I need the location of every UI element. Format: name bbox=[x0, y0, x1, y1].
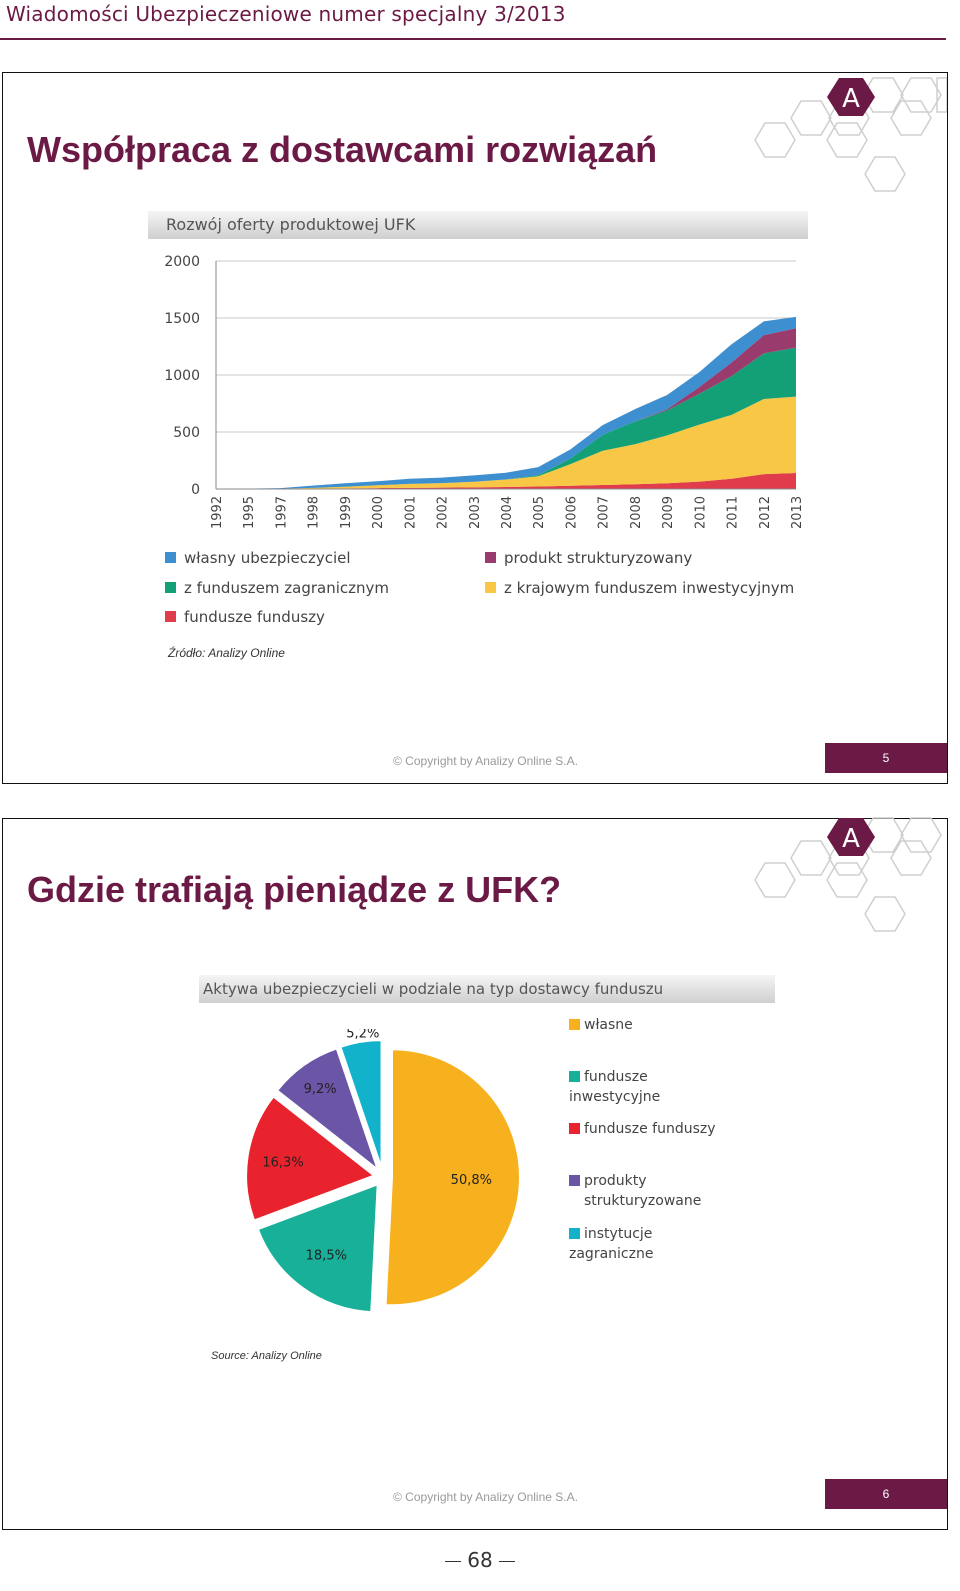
chart-source: Source: Analizy Online bbox=[211, 1350, 322, 1362]
pie-slice bbox=[384, 1048, 521, 1307]
legend-label: z krajowym funduszem inwestycyjnym bbox=[504, 579, 795, 597]
x-tick-label: 2012 bbox=[758, 496, 773, 529]
legend-swatch bbox=[569, 1018, 580, 1030]
logo-hexagons: A bbox=[754, 77, 947, 192]
pie-slice bbox=[245, 1095, 377, 1222]
x-tick-label: 2004 bbox=[500, 496, 515, 529]
page-header: Wiadomości Ubezpieczeniowe numer specjal… bbox=[0, 0, 946, 40]
legend-item: produkty strukturyzowane bbox=[569, 1171, 739, 1211]
x-tick-label: 2003 bbox=[468, 496, 483, 529]
legend-swatch bbox=[569, 1122, 580, 1134]
legend-swatch bbox=[485, 582, 496, 593]
pie-slice bbox=[275, 1047, 380, 1173]
pie-data-label: 18,5% bbox=[306, 1249, 347, 1264]
legend-label: produkt strukturyzowany bbox=[504, 549, 693, 567]
legend-swatch bbox=[165, 582, 176, 593]
copyright-text: © Copyright by Analizy Online S.A. bbox=[393, 1490, 578, 1504]
area-series-1 bbox=[216, 396, 796, 489]
legend-label: fundusze funduszy bbox=[184, 608, 325, 626]
legend-label: z funduszem zagranicznym bbox=[184, 579, 389, 597]
legend-label: produkty strukturyzowane bbox=[584, 1173, 702, 1209]
legend-item: własne bbox=[569, 1015, 739, 1035]
legend-item: fundusze funduszy bbox=[165, 608, 325, 626]
legend-swatch bbox=[569, 1227, 580, 1239]
y-tick-label: 1000 bbox=[164, 368, 200, 384]
area-series-0 bbox=[216, 473, 796, 489]
x-tick-label: 2009 bbox=[661, 496, 676, 529]
legend-item: fundusze inwestycyjne bbox=[569, 1067, 739, 1107]
legend-label: fundusze funduszy bbox=[584, 1121, 716, 1137]
legend-label: własne bbox=[584, 1017, 633, 1033]
area-chart: 0 500 1000 1500 2000 1992 1995 1997 1998 1999 2000… bbox=[164, 254, 805, 529]
x-tick-label: 1992 bbox=[210, 496, 225, 529]
pie-chart: 50,8% 18,5% 16,3% 9,2% 5,2% bbox=[245, 1029, 521, 1314]
x-tick-label: 2008 bbox=[629, 496, 644, 529]
pie-data-label: 50,8% bbox=[451, 1173, 492, 1188]
logo-hexagons: A bbox=[754, 817, 942, 932]
x-tick-label: 2000 bbox=[371, 496, 386, 529]
pie-slice bbox=[339, 1039, 383, 1169]
legend-swatch bbox=[569, 1174, 580, 1186]
x-tick-label: 2011 bbox=[726, 496, 741, 529]
logo-letter: A bbox=[842, 824, 860, 854]
x-tick-label: 2001 bbox=[403, 496, 418, 529]
logo-mark bbox=[827, 818, 875, 856]
copyright-text: © Copyright by Analizy Online S.A. bbox=[393, 754, 578, 768]
y-tick-label: 0 bbox=[191, 482, 200, 498]
y-tick-label: 500 bbox=[173, 425, 200, 441]
area-series-2 bbox=[216, 347, 796, 489]
legend-item: instytucje zagraniczne bbox=[569, 1224, 739, 1264]
publication-title: Wiadomości Ubezpieczeniowe numer specjal… bbox=[6, 2, 566, 26]
legend-item: z funduszem zagranicznym bbox=[165, 579, 389, 597]
legend-item: z krajowym funduszem inwestycyjnym bbox=[485, 579, 794, 597]
logo-letter: A bbox=[842, 84, 860, 114]
legend-swatch bbox=[165, 552, 176, 563]
page-number: 68 bbox=[0, 1548, 960, 1572]
x-tick-label: 2010 bbox=[693, 496, 708, 529]
x-tick-label: 2005 bbox=[532, 496, 547, 529]
legend-swatch bbox=[485, 552, 496, 563]
slide-title: Współpraca z dostawcami rozwiązań bbox=[27, 129, 658, 170]
x-tick-label: 1997 bbox=[274, 496, 289, 529]
x-tick-label: 2007 bbox=[597, 496, 612, 529]
legend-swatch bbox=[165, 611, 176, 622]
x-tick-label: 2006 bbox=[564, 496, 579, 529]
legend-label: instytucje zagraniczne bbox=[569, 1226, 654, 1262]
legend-label: własny ubezpieczyciel bbox=[184, 549, 351, 567]
slide-6: Gdzie trafiają pieniądze z UFK? A Aktywa… bbox=[2, 817, 948, 1530]
legend-item: produkt strukturyzowany bbox=[485, 549, 692, 567]
pie-slice bbox=[256, 1182, 379, 1314]
slide-number: 5 bbox=[825, 743, 947, 773]
pie-data-label: 16,3% bbox=[262, 1155, 303, 1170]
slide-5: Współpraca z dostawcami rozwiązań A Rozw… bbox=[2, 72, 948, 784]
slide-title: Gdzie trafiają pieniądze z UFK? bbox=[27, 869, 562, 910]
x-tick-label: 1998 bbox=[307, 496, 322, 529]
legend-label: fundusze inwestycyjne bbox=[569, 1069, 661, 1105]
pie-data-label: 9,2% bbox=[304, 1082, 337, 1097]
slide-number: 6 bbox=[825, 1479, 947, 1509]
legend-item: fundusze funduszy bbox=[569, 1119, 739, 1139]
chart-source: Źródło: Analizy Online bbox=[168, 646, 285, 660]
y-tick-label: 1500 bbox=[164, 311, 200, 327]
x-tick-label: 2013 bbox=[790, 496, 805, 529]
x-tick-label: 2002 bbox=[436, 496, 451, 529]
logo-mark bbox=[827, 78, 875, 116]
legend-item: własny ubezpieczyciel bbox=[165, 549, 351, 567]
legend-swatch bbox=[569, 1070, 580, 1082]
x-tick-label: 1995 bbox=[242, 496, 257, 529]
y-tick-label: 2000 bbox=[164, 254, 200, 270]
pie-data-label: 5,2% bbox=[346, 1029, 379, 1041]
x-tick-label: 1999 bbox=[339, 496, 354, 529]
chart-title: Rozwój oferty produktowej UFK bbox=[148, 211, 808, 239]
chart-title: Aktywa ubezpieczycieli w podziale na typ… bbox=[199, 975, 775, 1003]
